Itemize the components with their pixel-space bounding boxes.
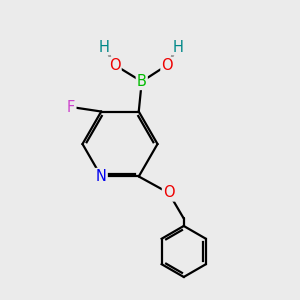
- Text: O: O: [109, 58, 121, 73]
- Text: O: O: [161, 58, 173, 73]
- Text: O: O: [163, 185, 175, 200]
- Text: H: H: [172, 40, 183, 55]
- Text: H: H: [99, 40, 110, 55]
- Text: N: N: [96, 169, 107, 184]
- Text: F: F: [67, 100, 75, 115]
- Text: B: B: [137, 74, 147, 89]
